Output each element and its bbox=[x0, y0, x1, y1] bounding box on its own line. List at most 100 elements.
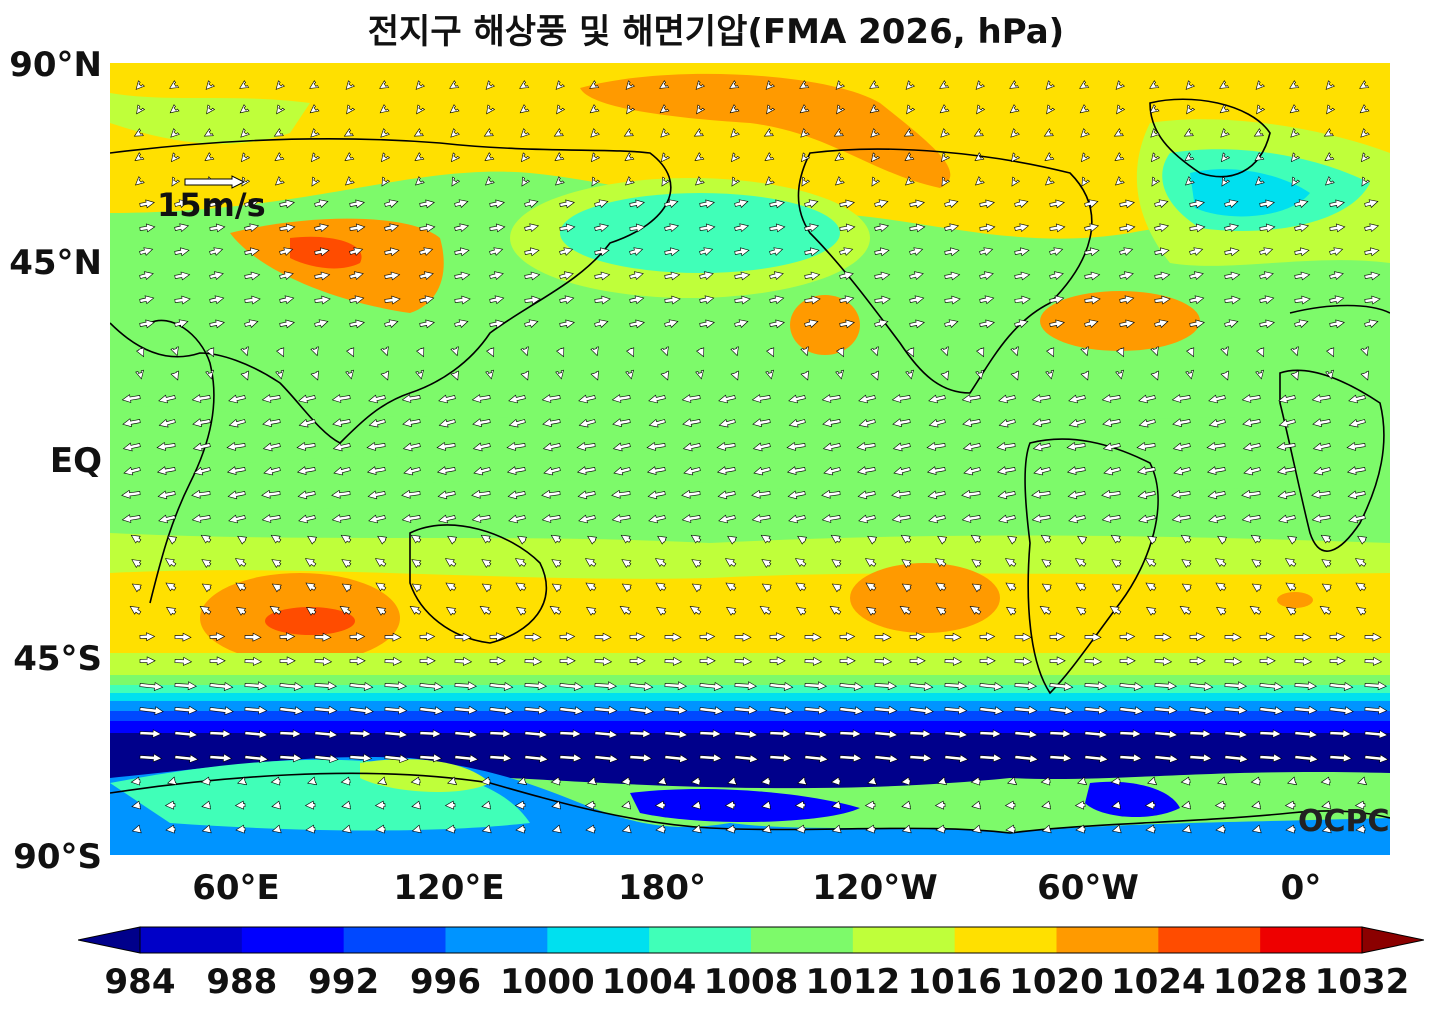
wind-arrow bbox=[751, 394, 771, 403]
wind-arrow bbox=[577, 490, 596, 500]
colorbar-segment bbox=[649, 927, 752, 953]
wind-arrow bbox=[376, 607, 387, 616]
wind-arrow bbox=[590, 346, 599, 357]
wind-arrow bbox=[374, 558, 387, 567]
wind-arrow bbox=[244, 223, 260, 233]
wind-arrow bbox=[244, 729, 269, 739]
wind-arrow bbox=[769, 706, 794, 716]
wind-arrow bbox=[655, 582, 667, 592]
wind-arrow bbox=[519, 80, 530, 89]
wind-arrow bbox=[944, 681, 967, 691]
wind-arrow bbox=[130, 776, 141, 786]
wind-arrow bbox=[928, 514, 946, 524]
wind-arrow bbox=[940, 370, 949, 381]
wind-arrow bbox=[1006, 607, 1017, 616]
wind-arrow bbox=[1287, 776, 1297, 786]
wind-arrow bbox=[517, 535, 528, 545]
wind-arrow bbox=[648, 418, 666, 428]
wind-arrow bbox=[515, 824, 526, 834]
wind-arrow bbox=[909, 656, 926, 666]
wind-arrow bbox=[438, 394, 456, 404]
wind-arrow bbox=[734, 754, 759, 764]
wind-arrow bbox=[481, 583, 492, 593]
wind-arrow bbox=[1206, 441, 1226, 451]
wind-arrow bbox=[594, 247, 610, 257]
wind-arrow bbox=[368, 418, 386, 428]
lat-label-eq: EQ bbox=[49, 441, 102, 481]
wind-arrow bbox=[345, 369, 354, 380]
wind-arrow bbox=[961, 489, 981, 499]
colorbar-tick-label: 1016 bbox=[907, 962, 1002, 1002]
wind-arrow bbox=[734, 729, 759, 739]
wind-arrow bbox=[800, 346, 809, 357]
wind-arrow bbox=[804, 729, 829, 739]
lon-label-60w: 60°W bbox=[1037, 868, 1139, 908]
wind-arrow bbox=[764, 152, 775, 161]
wind-arrow bbox=[240, 346, 249, 357]
wind-arrow bbox=[524, 632, 542, 642]
wind-arrow bbox=[139, 247, 154, 256]
wind-arrow bbox=[244, 754, 269, 764]
wind-arrow bbox=[1014, 223, 1030, 233]
wind-arrow bbox=[436, 441, 456, 451]
wind-arrow bbox=[795, 582, 807, 592]
wind-arrow bbox=[629, 223, 646, 233]
wind-arrow bbox=[1321, 824, 1332, 834]
wind-arrow bbox=[174, 199, 189, 208]
wind-arrow bbox=[1011, 176, 1021, 187]
wind-arrow bbox=[769, 223, 786, 233]
wind-arrow bbox=[489, 632, 506, 642]
wind-arrow bbox=[1259, 247, 1274, 256]
wind-arrow bbox=[310, 152, 321, 163]
wind-arrow bbox=[1185, 369, 1194, 380]
wind-arrow bbox=[648, 514, 666, 524]
wind-arrow bbox=[158, 514, 176, 524]
wind-arrow bbox=[131, 824, 142, 834]
wind-arrow bbox=[979, 319, 995, 329]
wind-arrow bbox=[800, 370, 809, 381]
wind-arrow bbox=[1049, 199, 1065, 209]
south-high-band bbox=[110, 570, 1390, 653]
wind-arrow bbox=[944, 319, 959, 328]
wind-arrow bbox=[1004, 800, 1016, 810]
wind-arrow bbox=[979, 247, 994, 256]
wind-arrow bbox=[1119, 656, 1136, 666]
wind-arrow bbox=[1224, 319, 1239, 328]
wind-arrow bbox=[734, 295, 751, 305]
wind-arrow bbox=[594, 271, 611, 281]
wind-arrow bbox=[279, 271, 294, 281]
south-pacific-high bbox=[850, 563, 1000, 633]
wind-arrow bbox=[380, 152, 391, 163]
wind-arrow bbox=[594, 754, 619, 764]
wind-arrow bbox=[340, 776, 351, 786]
wind-arrow bbox=[1154, 247, 1170, 257]
wind-arrow bbox=[341, 583, 352, 593]
wind-arrow bbox=[664, 319, 679, 328]
wind-arrow bbox=[1119, 295, 1135, 305]
wind-arrow bbox=[241, 176, 251, 187]
wind-arrow bbox=[799, 104, 810, 114]
wind-arrow bbox=[870, 128, 880, 138]
wind-arrow bbox=[833, 128, 844, 137]
wind-arrow bbox=[699, 706, 724, 716]
wind-arrow bbox=[1207, 490, 1226, 500]
wind-arrow bbox=[515, 582, 527, 592]
wind-arrow bbox=[1119, 729, 1142, 739]
arctic-patch bbox=[110, 93, 310, 144]
wind-arrow bbox=[1311, 514, 1331, 523]
wind-arrow bbox=[1189, 295, 1205, 305]
wind-arrow bbox=[839, 632, 856, 642]
wind-arrow bbox=[174, 656, 193, 666]
wind-arrow bbox=[839, 706, 864, 716]
wind-arrow bbox=[734, 632, 752, 642]
wind-arrow bbox=[244, 295, 261, 305]
wind-arrow bbox=[821, 394, 841, 403]
wind-arrow bbox=[1329, 199, 1345, 209]
lon-label-120w: 120°W bbox=[812, 868, 938, 908]
wind-arrow bbox=[699, 247, 714, 256]
wind-arrow bbox=[1014, 247, 1030, 257]
wind-arrow bbox=[1014, 656, 1033, 666]
wind-arrow bbox=[332, 418, 351, 428]
wind-arrow bbox=[471, 514, 491, 523]
wind-arrow bbox=[830, 776, 841, 786]
